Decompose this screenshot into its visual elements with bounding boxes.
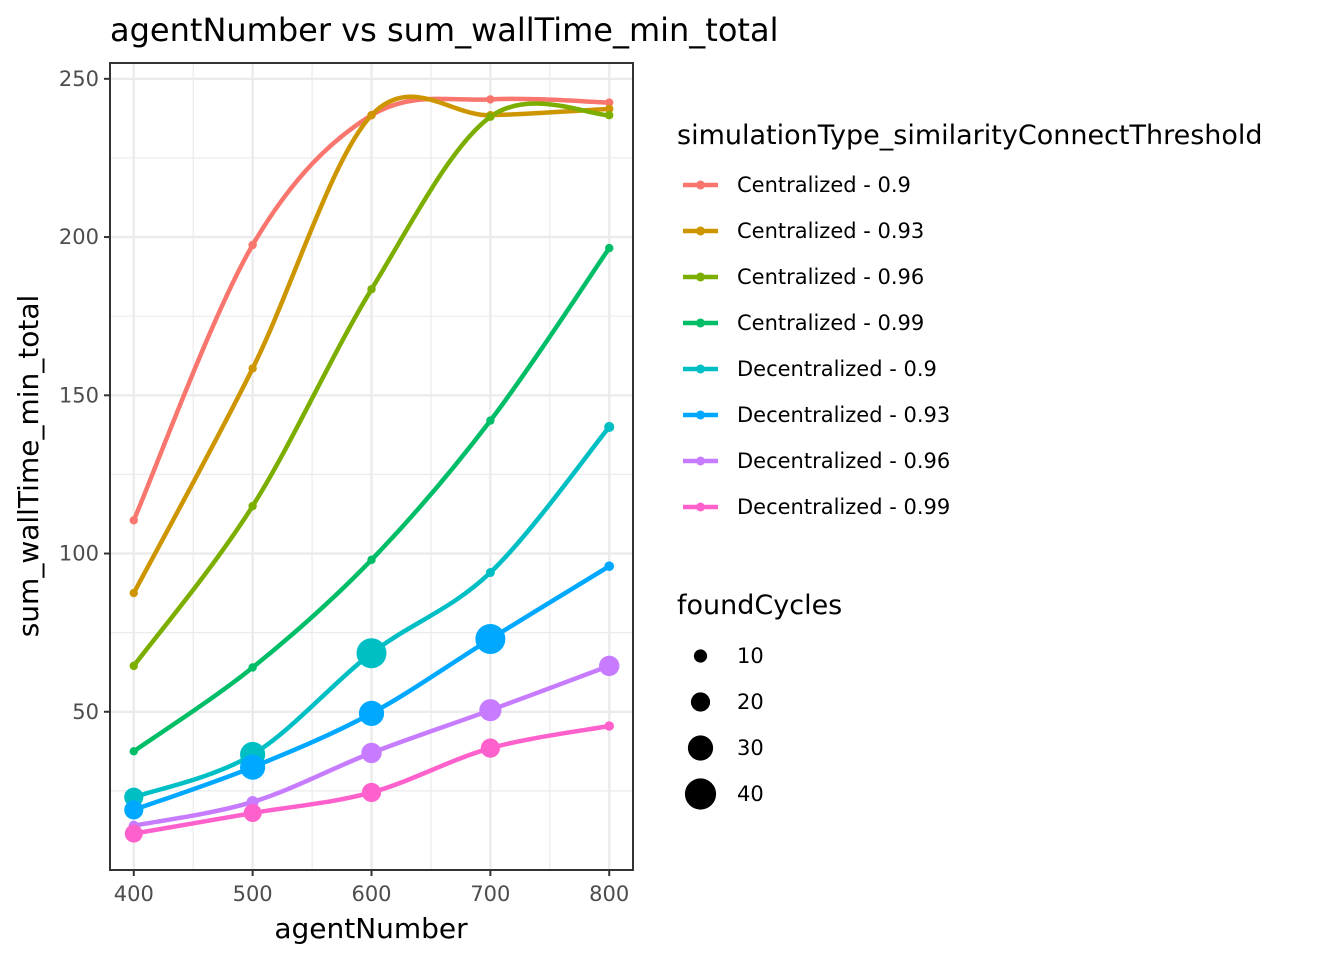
- size-legend-point: [687, 735, 714, 761]
- size-legend-point: [693, 649, 708, 663]
- legend-key-point: [696, 410, 705, 420]
- y-tick-label: 150: [59, 383, 99, 407]
- data-point: [129, 747, 138, 756]
- y-tick-label: 50: [72, 700, 99, 724]
- data-point: [486, 112, 495, 122]
- data-point: [479, 699, 502, 722]
- data-point: [240, 754, 266, 780]
- x-tick-label: 400: [114, 882, 154, 906]
- data-point: [475, 623, 506, 654]
- data-point: [605, 111, 614, 120]
- data-point: [248, 501, 257, 511]
- legend-label: Centralized - 0.93: [737, 219, 924, 243]
- data-point: [248, 240, 257, 250]
- data-point: [361, 782, 382, 803]
- data-point: [605, 98, 614, 107]
- legend-key-point: [696, 364, 705, 374]
- x-tick-label: 500: [233, 882, 273, 906]
- data-point: [485, 568, 495, 578]
- legend-label: Centralized - 0.9: [737, 173, 911, 197]
- size-legend-label: 20: [737, 690, 764, 714]
- legend-key-point: [696, 318, 705, 328]
- data-point: [129, 661, 138, 671]
- x-tick-label: 700: [470, 882, 510, 906]
- data-point: [124, 824, 143, 843]
- series-points: [124, 95, 620, 843]
- data-point: [248, 663, 257, 672]
- data-point: [604, 561, 615, 571]
- color-legend-title: simulationType_similarityConnectThreshol…: [677, 120, 1263, 151]
- data-point: [367, 111, 376, 120]
- data-point: [124, 800, 144, 820]
- legend-key-point: [696, 226, 705, 236]
- data-point: [361, 742, 382, 764]
- data-point: [248, 364, 257, 373]
- legend-label: Decentralized - 0.93: [737, 403, 950, 427]
- series-line: [131, 101, 612, 669]
- x-tick-label: 800: [589, 882, 629, 906]
- data-point: [243, 804, 262, 823]
- data-point: [604, 421, 615, 433]
- legend-key-point: [696, 502, 705, 512]
- series-line: [131, 245, 612, 754]
- legend: simulationType_similarityConnectThreshol…: [677, 120, 1263, 810]
- legend-label: Centralized - 0.96: [737, 265, 924, 289]
- size-legend-point: [690, 692, 711, 712]
- legend-key-point: [696, 180, 705, 190]
- data-point: [486, 95, 495, 104]
- y-axis-label: sum_wallTime_min_total: [12, 295, 45, 638]
- size-legend-label: 30: [737, 736, 764, 760]
- x-tick-label: 600: [351, 882, 391, 906]
- series-line: [131, 96, 612, 523]
- data-point: [356, 638, 387, 669]
- chart-title: agentNumber vs sum_wallTime_min_total: [110, 11, 778, 49]
- data-point: [129, 516, 138, 525]
- size-legend-point: [684, 778, 717, 810]
- data-point: [605, 104, 614, 114]
- data-point: [367, 285, 376, 294]
- y-tick-label: 250: [59, 67, 99, 91]
- data-point: [129, 588, 138, 598]
- y-tick-label: 200: [59, 225, 99, 249]
- grid: [110, 63, 633, 870]
- size-legend-items: 10 20 30 40: [684, 644, 764, 810]
- data-point: [480, 738, 500, 758]
- legend-label: Centralized - 0.99: [737, 311, 924, 335]
- data-point: [604, 721, 615, 731]
- x-axis-label: agentNumber: [274, 912, 468, 945]
- series-line: [131, 94, 612, 596]
- size-legend-label: 40: [737, 782, 764, 806]
- legend-label: Decentralized - 0.96: [737, 449, 950, 473]
- color-legend-items: Centralized - 0.9 Centralized - 0.93 Centr…: [683, 173, 950, 519]
- size-legend-title: foundCycles: [677, 590, 842, 621]
- data-point: [358, 700, 385, 726]
- y-tick-label: 100: [59, 542, 99, 566]
- data-point: [367, 555, 376, 565]
- data-point: [486, 416, 495, 425]
- legend-key-point: [696, 272, 705, 282]
- axes: 400 500 600 700 800 50 100 150 200 250: [59, 67, 629, 906]
- legend-key-point: [696, 456, 705, 466]
- legend-label: Decentralized - 0.99: [737, 495, 950, 519]
- data-point: [599, 655, 620, 677]
- size-legend-label: 10: [737, 644, 764, 668]
- data-point: [605, 243, 614, 253]
- legend-label: Decentralized - 0.9: [737, 357, 937, 381]
